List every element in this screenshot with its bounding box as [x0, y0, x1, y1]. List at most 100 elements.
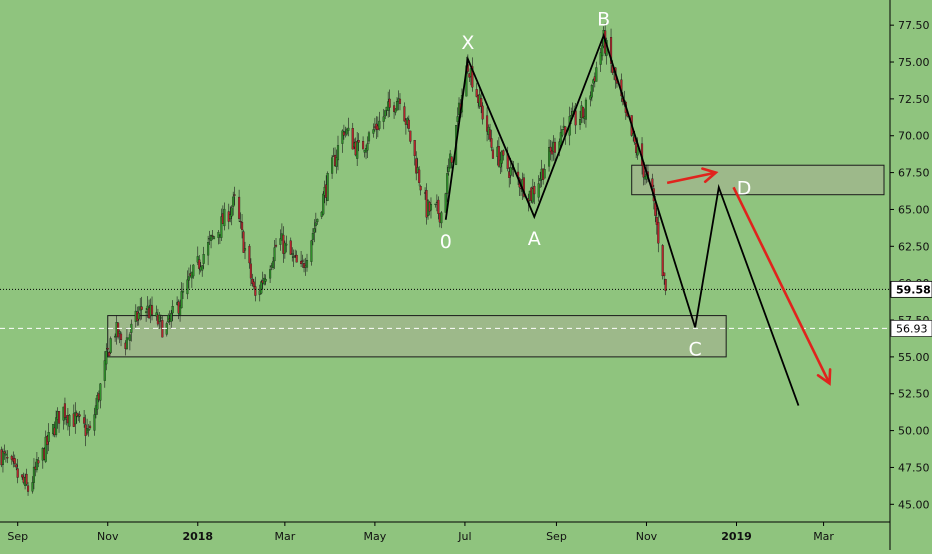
pattern-label-C: C — [689, 338, 702, 360]
candle-body — [3, 451, 6, 454]
candle-body — [347, 127, 350, 131]
candle-body — [295, 254, 298, 263]
candle-body — [25, 473, 28, 485]
candle-body — [243, 248, 247, 251]
candle-body — [279, 238, 282, 245]
candle-body — [499, 159, 502, 168]
candle-body — [305, 260, 309, 268]
candle-body — [533, 185, 536, 195]
candle-body — [6, 457, 9, 459]
candle-body — [83, 417, 86, 424]
candle-body — [238, 196, 241, 219]
pattern-label-0: 0 — [440, 231, 452, 253]
candle-body — [313, 228, 316, 233]
candle-body — [96, 395, 99, 410]
candle-body — [356, 141, 359, 159]
candle-body — [549, 146, 552, 152]
candle-body — [320, 211, 323, 217]
x-tick-label: Sep — [7, 530, 28, 543]
candle-body — [444, 193, 447, 213]
candle-body — [35, 459, 38, 471]
candle-body — [212, 236, 216, 239]
pattern-label-D: D — [737, 177, 752, 199]
pattern-label-A: A — [528, 228, 541, 250]
candle-body — [233, 194, 236, 196]
candle-body — [239, 220, 242, 223]
candle-body — [500, 151, 503, 164]
y-tick-label: 47.50 — [898, 461, 930, 474]
last-price-badge-box — [890, 280, 932, 298]
candle-body — [382, 116, 385, 122]
candle-body — [158, 315, 161, 322]
candle-body — [186, 279, 189, 295]
candle-body — [44, 436, 47, 462]
candle-body — [68, 414, 71, 427]
candle-body — [316, 218, 319, 223]
candle-body — [403, 106, 406, 122]
y-tick-label: 67.50 — [898, 167, 930, 180]
candle-body — [300, 260, 303, 265]
candle-body — [592, 79, 595, 84]
candle-body — [249, 263, 252, 279]
candle-body — [88, 425, 92, 429]
candle-body — [314, 222, 317, 227]
candle-body — [207, 242, 210, 256]
candle-body — [595, 67, 598, 82]
y-tick-label: 75.00 — [898, 56, 930, 69]
candle-body — [446, 173, 449, 194]
candle-body — [171, 306, 174, 314]
candle-body — [109, 338, 112, 353]
candle-body — [481, 105, 484, 120]
candle-body — [366, 143, 369, 151]
candle-body — [273, 247, 276, 262]
candle-body — [578, 119, 582, 125]
candle-body — [480, 98, 483, 107]
y-tick-label: 62.50 — [898, 240, 930, 253]
candle-body — [543, 169, 546, 179]
arrow-1-shaft — [666, 171, 717, 185]
candle-body — [180, 291, 183, 309]
candle-body — [170, 313, 173, 322]
candle-body — [137, 312, 140, 320]
candle-body — [181, 290, 185, 293]
candle-body — [331, 157, 334, 174]
candle-body — [407, 119, 410, 129]
candle-body — [74, 412, 77, 425]
candle-body — [502, 150, 505, 156]
candle-body — [537, 183, 540, 198]
candle-body — [450, 156, 453, 163]
candle-body — [584, 99, 588, 120]
candle-body — [522, 177, 526, 197]
candle-body — [664, 279, 667, 291]
levels-layer — [0, 288, 890, 329]
candle-body — [26, 485, 30, 492]
candle-body — [254, 286, 257, 296]
candle-body — [128, 334, 131, 341]
candle-body — [1, 451, 5, 465]
pattern-line — [444, 32, 800, 406]
candle-body — [486, 115, 489, 132]
candle-body — [440, 212, 443, 224]
candle-body — [336, 145, 340, 161]
candle-body — [269, 269, 272, 279]
pattern-labels-layer: 0 X A B C D — [440, 8, 752, 360]
candle-body — [581, 106, 585, 118]
y-tick-label: 50.00 — [898, 425, 930, 438]
candle-body — [108, 352, 111, 357]
candle-body — [125, 337, 128, 350]
candle-body — [150, 305, 154, 315]
candle-body — [589, 95, 592, 100]
candle-body — [322, 193, 325, 215]
candle-body — [78, 414, 81, 417]
candle-body — [434, 203, 437, 205]
candle-body — [301, 260, 304, 262]
candle-body — [264, 279, 267, 282]
candle-body — [202, 254, 205, 264]
candle-body — [103, 360, 106, 381]
candle-body — [179, 305, 182, 316]
x-tick-label: 2019 — [721, 530, 752, 543]
candle-body — [345, 129, 348, 135]
candle-body — [548, 147, 551, 167]
candle-body — [590, 85, 593, 98]
